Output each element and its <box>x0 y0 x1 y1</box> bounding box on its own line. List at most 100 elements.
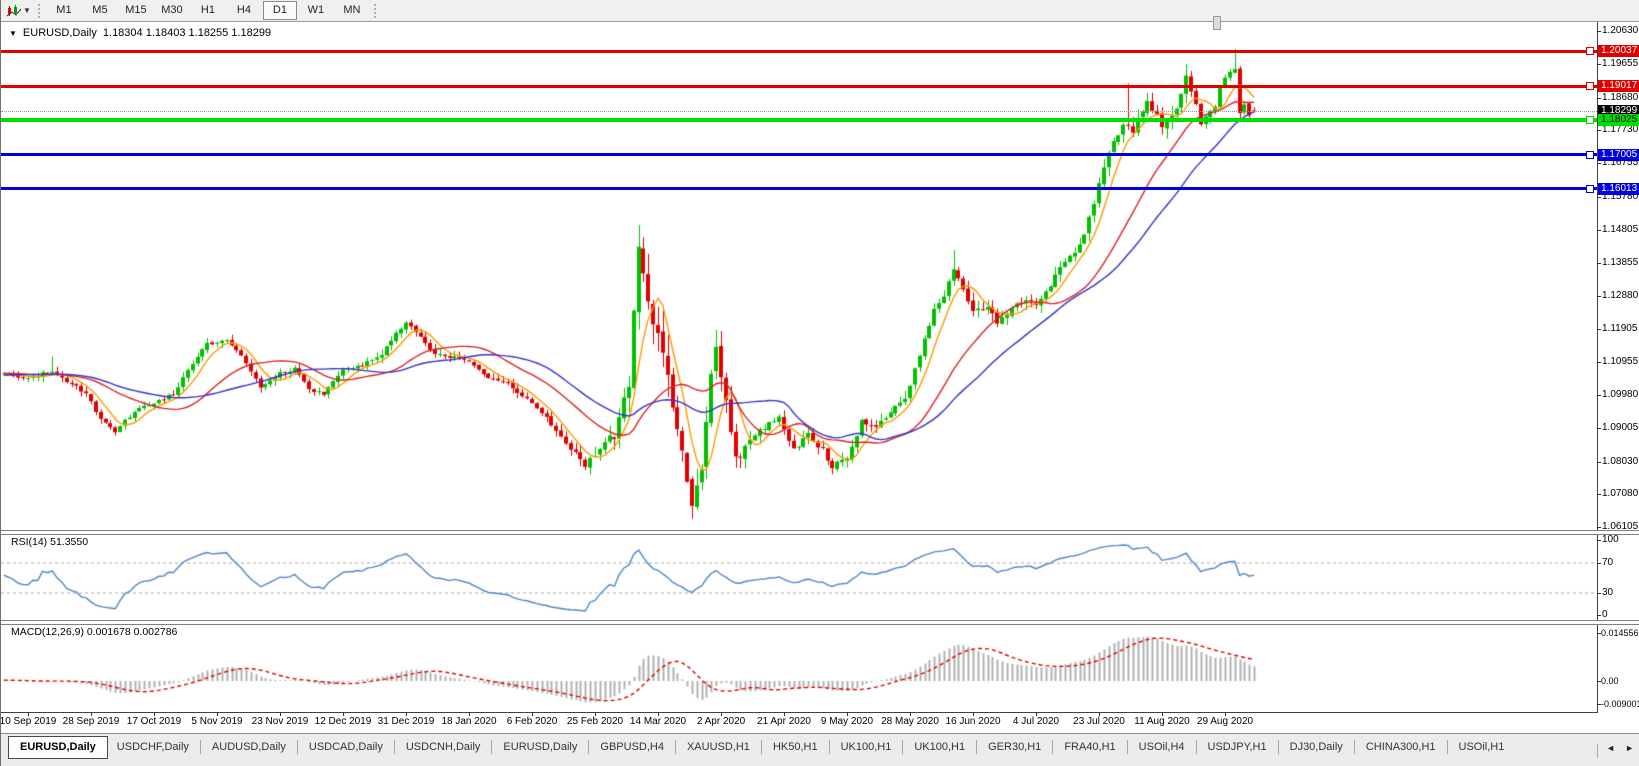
macd-label: MACD(12,26,9) 0.001678 0.002786 <box>11 626 178 638</box>
price-chart-canvas[interactable] <box>1 22 1597 531</box>
date-label: 31 Dec 2019 <box>377 716 435 727</box>
chart-tab-USDJPY-H1[interactable]: USDJPY,H1 <box>1207 741 1267 753</box>
timeframe-button-W1[interactable]: W1 <box>307 4 325 16</box>
chart-shift-marker[interactable] <box>1213 16 1221 30</box>
timeframe-button-MN[interactable]: MN <box>343 4 361 16</box>
tab-separator <box>491 740 493 754</box>
pane-divider-rsi[interactable] <box>1 530 1639 535</box>
macd-chart-canvas[interactable] <box>1 623 1597 712</box>
chart-tab-AUDUSD-Daily[interactable]: AUDUSD,Daily <box>211 741 286 753</box>
chart-tab-USDCAD-Daily[interactable]: USDCAD,Daily <box>308 741 383 753</box>
chart-tab-CHINA300-H1[interactable]: CHINA300,H1 <box>1365 741 1436 753</box>
resistance-line-1-handle[interactable] <box>1586 47 1594 55</box>
timeframe-button-M30[interactable]: M30 <box>161 4 183 16</box>
macd-tick-label: 0.014556 <box>1601 628 1639 638</box>
price-tick-dash <box>1597 527 1601 528</box>
chart-tab-USDCHF-Daily[interactable]: USDCHF,Daily <box>116 741 189 753</box>
resistance-line-2-price-label: 1.19017 <box>1598 80 1639 92</box>
price-tick-label: 1.10955 <box>1602 356 1639 367</box>
tab-scroll-arrows: ◄ ► <box>1595 738 1638 758</box>
date-label: 18 Jan 2020 <box>441 716 497 727</box>
support-line-blue-2[interactable] <box>1 187 1597 190</box>
chart-tab-XAUUSD-H1[interactable]: XAUUSD,H1 <box>686 741 750 753</box>
price-tick-dash <box>1597 362 1601 363</box>
date-label: 28 Sep 2019 <box>62 716 120 727</box>
current-price-line[interactable] <box>1 111 1597 112</box>
price-axis-line <box>1597 22 1598 712</box>
chart-tab-GER30-H1[interactable]: GER30,H1 <box>988 741 1042 753</box>
chart-tab-UK100-H1[interactable]: UK100,H1 <box>840 741 892 753</box>
date-tick <box>280 712 281 716</box>
timeframe-buttons: M1 M5 M15 M30 H1 H4 D1 W1 MN <box>46 1 370 20</box>
date-label: 9 May 2020 <box>820 716 874 727</box>
date-label: 6 Feb 2020 <box>506 716 558 727</box>
date-tick <box>406 712 407 716</box>
price-tick-dash <box>1597 130 1601 131</box>
timeframe-button-H4[interactable]: H4 <box>236 4 251 16</box>
chevron-down-icon[interactable]: ▼ <box>23 6 31 15</box>
price-tick-dash <box>1597 428 1601 429</box>
tab-separator <box>1353 740 1355 754</box>
date-tick <box>469 712 470 716</box>
chart-area <box>1 22 1639 733</box>
resistance-line-2-handle[interactable] <box>1586 82 1594 90</box>
price-tick-dash <box>1597 296 1601 297</box>
chart-tab-USOil-H1[interactable]: USOil,H1 <box>1458 741 1505 753</box>
timeframe-toolbar: ▼ M1 M5 M15 M30 H1 H4 D1 W1 MN <box>1 0 1639 22</box>
date-tick <box>910 712 911 716</box>
support-line-blue-1-handle[interactable] <box>1586 151 1594 159</box>
chart-tab-FRA40-H1[interactable]: FRA40,H1 <box>1064 741 1116 753</box>
price-tick-label: 1.16755 <box>1602 157 1639 168</box>
tab-scroll-right-button[interactable]: ► <box>1625 743 1634 753</box>
rsi-tick-label: 70 <box>1602 557 1614 568</box>
rsi-chart-canvas[interactable] <box>1 533 1597 620</box>
chart-tab-DJ30-Daily[interactable]: DJ30,Daily <box>1289 741 1343 753</box>
rsi-tick-dash <box>1597 593 1601 594</box>
price-tick-dash <box>1597 197 1601 198</box>
date-label: 21 Apr 2020 <box>757 716 811 727</box>
chart-tab-EURUSD-Daily[interactable]: EURUSD,Daily <box>8 736 108 759</box>
support-line-green[interactable] <box>1 118 1597 122</box>
date-tick <box>91 712 92 716</box>
date-tick <box>658 712 659 716</box>
price-tick-dash <box>1597 98 1601 99</box>
support-line-blue-1[interactable] <box>1 153 1597 156</box>
price-tick-label: 1.17730 <box>1602 124 1639 135</box>
tab-scroll-left-button[interactable]: ◄ <box>1606 743 1616 753</box>
chart-tab-HK50-H1[interactable]: HK50,H1 <box>772 741 818 753</box>
date-tick <box>595 712 596 716</box>
tab-separator <box>1052 740 1054 754</box>
price-tick-label: 1.12880 <box>1602 290 1639 301</box>
resistance-line-1[interactable] <box>1 50 1597 53</box>
chart-tab-EURUSD-Daily[interactable]: EURUSD,Daily <box>503 741 578 753</box>
timeframe-button-M5[interactable]: M5 <box>92 4 108 16</box>
support-line-blue-2-handle[interactable] <box>1586 185 1594 193</box>
support-line-green-handle[interactable] <box>1586 116 1594 124</box>
chart-tab-UK100-H1[interactable]: UK100,H1 <box>914 741 966 753</box>
date-tick <box>1225 712 1226 716</box>
tab-separator <box>199 740 201 754</box>
price-tick-label: 1.19655 <box>1602 58 1639 69</box>
symbol-dropdown-icon[interactable]: ▼ <box>9 28 17 38</box>
chart-tab-USDCNH-Daily[interactable]: USDCNH,Daily <box>405 741 481 753</box>
timeframe-button-M1[interactable]: M1 <box>56 4 72 16</box>
time-axis-line <box>1 712 1598 713</box>
macd-tick-label: -0.009001 <box>1601 699 1639 709</box>
price-tick-dash <box>1597 329 1601 330</box>
date-tick <box>1162 712 1163 716</box>
chart-indicator-icon[interactable] <box>5 3 23 19</box>
timeframe-button-H1[interactable]: H1 <box>200 4 215 16</box>
chart-tab-GBPUSD-H4[interactable]: GBPUSD,H4 <box>600 741 664 753</box>
date-tick <box>1036 712 1037 716</box>
price-tick-label: 1.20630 <box>1602 25 1639 36</box>
timeframe-button-M15[interactable]: M15 <box>125 4 147 16</box>
resistance-line-1-price-label: 1.20037 <box>1598 45 1639 57</box>
date-label: 2 Apr 2020 <box>696 716 746 727</box>
chart-tab-USOil-H4[interactable]: USOil,H4 <box>1138 741 1185 753</box>
price-tick-dash <box>1597 230 1601 231</box>
support-line-blue-2-price-label: 1.16013 <box>1598 183 1639 195</box>
pane-divider-macd[interactable] <box>1 620 1639 625</box>
resistance-line-2[interactable] <box>1 85 1597 88</box>
date-label: 17 Oct 2019 <box>126 716 182 727</box>
timeframe-button-D1[interactable]: D1 <box>262 1 297 20</box>
